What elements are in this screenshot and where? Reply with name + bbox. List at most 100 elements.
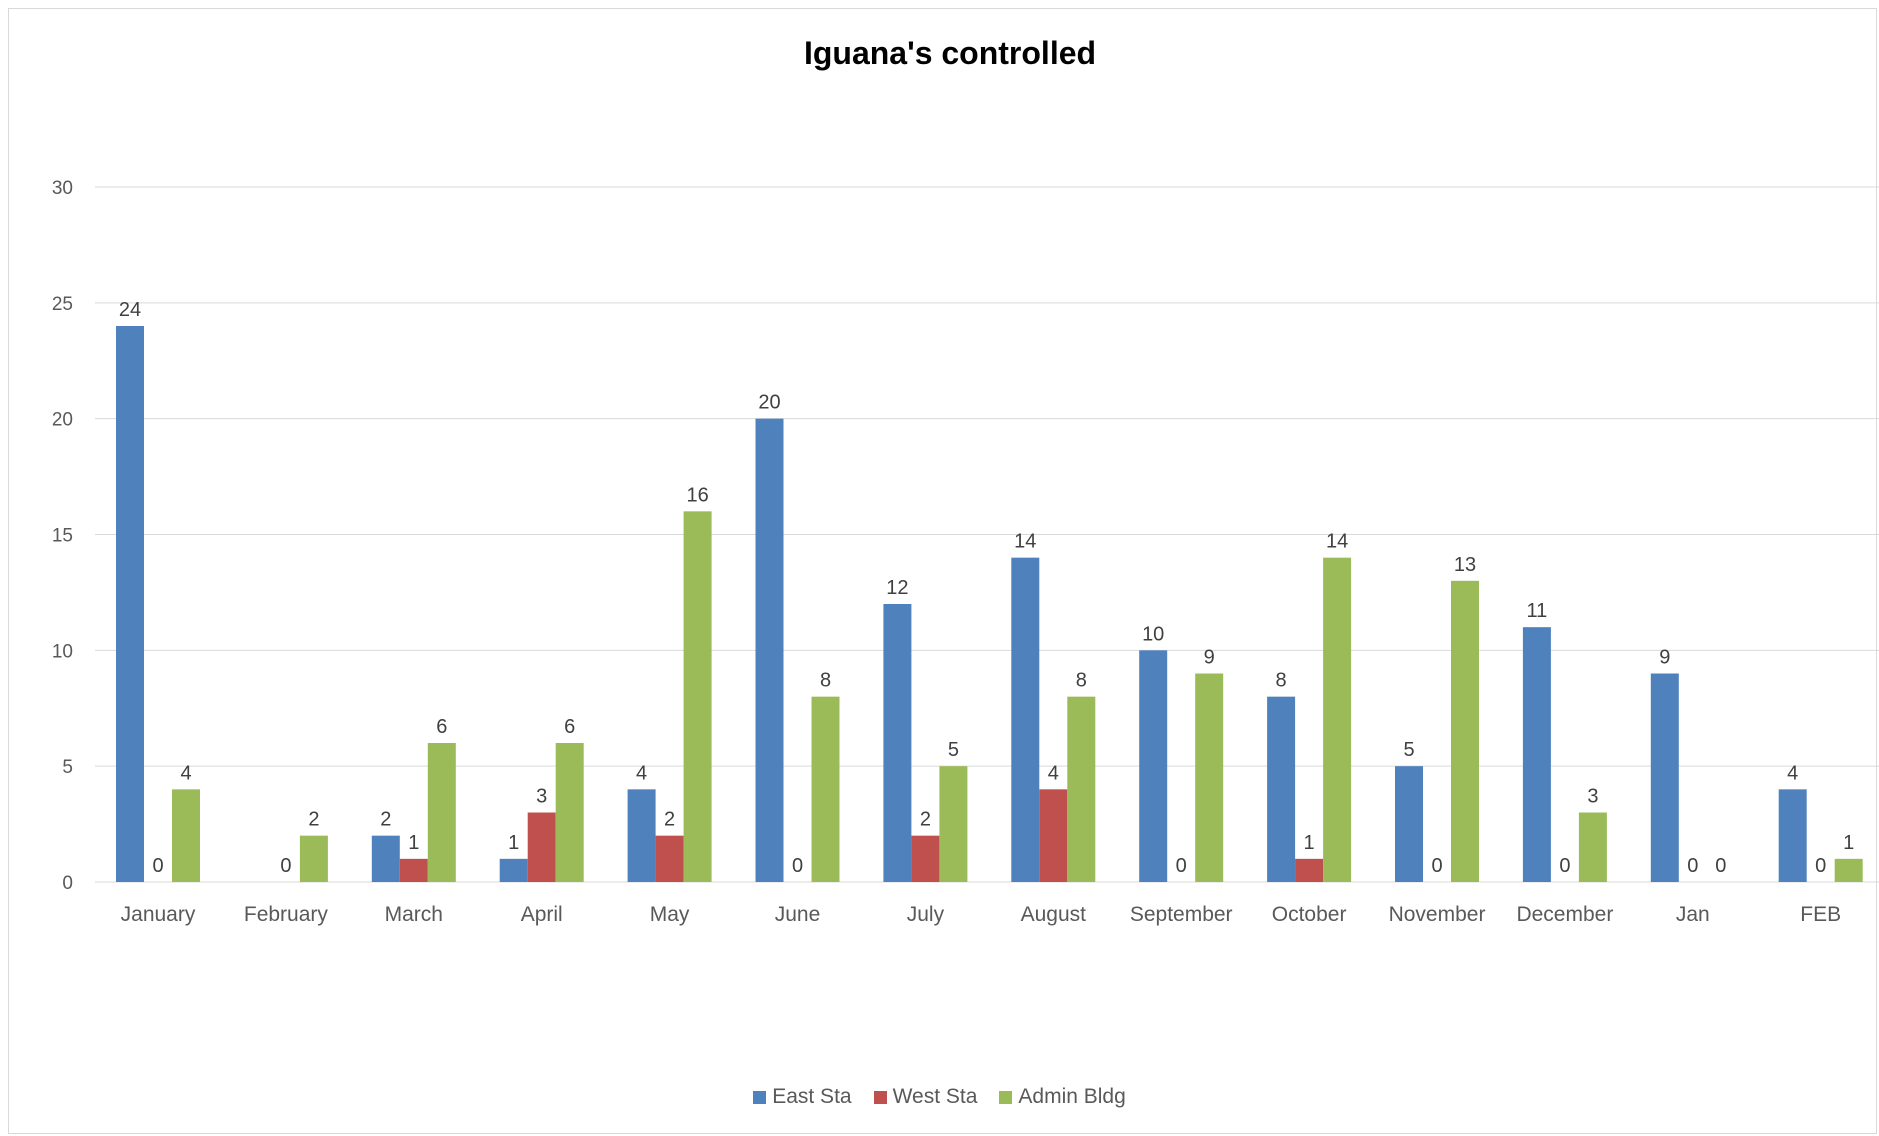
bar-admin-bldg-september (1195, 673, 1224, 882)
bar-west-sta-march (399, 858, 428, 882)
data-label-west-sta-june: 0 (792, 855, 803, 877)
gridlines (95, 186, 1879, 883)
bar-admin-bldg-december (1578, 812, 1607, 882)
data-label-east-sta-feb: 4 (1787, 762, 1798, 784)
bar-east-sta-january (116, 326, 144, 882)
x-tick-label-april: April (521, 903, 563, 926)
bar-east-sta-june (755, 418, 784, 882)
data-label-west-sta-january: 0 (152, 855, 163, 877)
bar-admin-bldg-feb (1834, 858, 1863, 882)
x-tick-label-september: September (1130, 903, 1233, 926)
data-label-west-sta-april: 3 (536, 786, 547, 808)
data-label-east-sta-december: 11 (1527, 600, 1548, 622)
bar-admin-bldg-april (555, 743, 584, 882)
x-tick-label-march: March (385, 903, 443, 926)
data-label-admin-bldg-march: 6 (436, 716, 447, 738)
legend-label-admin-bldg: Admin Bldg (1018, 1085, 1126, 1108)
bar-admin-bldg-february (299, 835, 328, 882)
data-label-west-sta-march: 1 (408, 832, 419, 854)
data-label-east-sta-august: 14 (1014, 531, 1036, 553)
legend: East Sta West Sta Admin Bldg (0, 1085, 1879, 1109)
bar-east-sta-november (1395, 766, 1423, 882)
bar-west-sta-april (527, 812, 556, 882)
x-tick-label-june: June (775, 903, 821, 926)
bar-west-sta-july (911, 835, 940, 882)
x-tick-label-february: February (244, 903, 329, 926)
data-label-admin-bldg-august: 8 (1076, 670, 1087, 692)
bar-east-sta-feb (1778, 789, 1807, 882)
bar-east-sta-april (499, 858, 528, 882)
y-tick-label: 30 (52, 178, 73, 199)
y-tick-label: 15 (52, 526, 73, 547)
y-axis-tick-labels: 0 5 10 15 20 25 30 (52, 178, 73, 894)
x-tick-label-august: August (1021, 903, 1087, 926)
data-label-admin-bldg-jan: 0 (1715, 855, 1726, 877)
data-label-admin-bldg-september: 9 (1204, 647, 1215, 669)
x-tick-label-feb: FEB (1800, 903, 1841, 926)
data-label-east-sta-may: 4 (636, 762, 647, 784)
x-tick-label-november: November (1389, 903, 1486, 926)
data-label-east-sta-june: 20 (758, 392, 780, 414)
bar-east-sta-may (627, 789, 656, 882)
legend-swatch-west-sta (873, 1090, 887, 1104)
bar-east-sta-december (1522, 627, 1551, 882)
bar-west-sta-october (1295, 858, 1324, 882)
bar-east-sta-october (1267, 696, 1296, 882)
bar-admin-bldg-march (427, 743, 456, 882)
data-label-admin-bldg-april: 6 (564, 716, 575, 738)
data-label-east-sta-september: 10 (1142, 623, 1164, 645)
bar-admin-bldg-june (811, 696, 840, 882)
bar-east-sta-jan (1650, 673, 1679, 882)
x-tick-label-july: July (907, 903, 945, 926)
x-tick-label-january: January (121, 903, 196, 926)
y-tick-label: 0 (62, 873, 73, 894)
x-tick-label-jan: Jan (1676, 903, 1710, 926)
data-label-west-sta-august: 4 (1048, 762, 1059, 784)
data-label-east-sta-january: 24 (119, 299, 141, 321)
data-label-east-sta-march: 2 (380, 809, 391, 831)
data-label-west-sta-may: 2 (664, 809, 675, 831)
bar-east-sta-july (883, 604, 912, 882)
bar-admin-bldg-may (683, 511, 712, 882)
data-label-admin-bldg-feb: 1 (1843, 832, 1854, 854)
data-label-west-sta-february: 0 (280, 855, 291, 877)
chart-area (8, 8, 1877, 1134)
x-tick-label-may: May (650, 903, 690, 926)
data-label-east-sta-october: 8 (1276, 670, 1287, 692)
y-tick-label: 10 (52, 641, 73, 662)
bars (116, 326, 1863, 882)
data-label-east-sta-jan: 9 (1659, 647, 1670, 669)
bar-west-sta-august (1039, 789, 1068, 882)
data-label-west-sta-december: 0 (1559, 855, 1570, 877)
data-label-east-sta-july: 12 (886, 577, 908, 599)
data-label-west-sta-july: 2 (920, 809, 931, 831)
legend-swatch-admin-bldg (999, 1090, 1013, 1104)
bar-west-sta-may (655, 835, 684, 882)
legend-label-east-sta: East Sta (772, 1085, 852, 1108)
data-label-admin-bldg-february: 2 (308, 809, 319, 831)
data-label-west-sta-november: 0 (1431, 855, 1442, 877)
bar-admin-bldg-october (1323, 557, 1352, 882)
data-label-admin-bldg-december: 3 (1587, 786, 1598, 808)
data-label-east-sta-april: 1 (508, 832, 519, 854)
data-label-west-sta-october: 1 (1304, 832, 1315, 854)
data-label-west-sta-jan: 0 (1687, 855, 1698, 877)
y-tick-label: 20 (52, 410, 73, 431)
data-label-admin-bldg-october: 14 (1326, 531, 1348, 553)
legend-item-west-sta: West Sta (873, 1085, 977, 1109)
data-label-west-sta-september: 0 (1176, 855, 1187, 877)
x-tick-label-december: December (1516, 903, 1613, 926)
data-label-admin-bldg-january: 4 (180, 762, 191, 784)
legend-swatch-east-sta (753, 1090, 767, 1104)
legend-item-admin-bldg: Admin Bldg (999, 1085, 1126, 1109)
data-label-admin-bldg-may: 16 (686, 484, 708, 506)
x-axis-category-labels: January February March April May June July Augu… (121, 903, 1841, 926)
bar-admin-bldg-january (172, 789, 200, 882)
data-label-admin-bldg-june: 8 (820, 670, 831, 692)
data-label-east-sta-november: 5 (1403, 739, 1414, 761)
chart-title: Iguana's controlled (804, 35, 1096, 71)
y-tick-label: 5 (62, 757, 73, 778)
x-tick-label-october: October (1272, 903, 1347, 926)
